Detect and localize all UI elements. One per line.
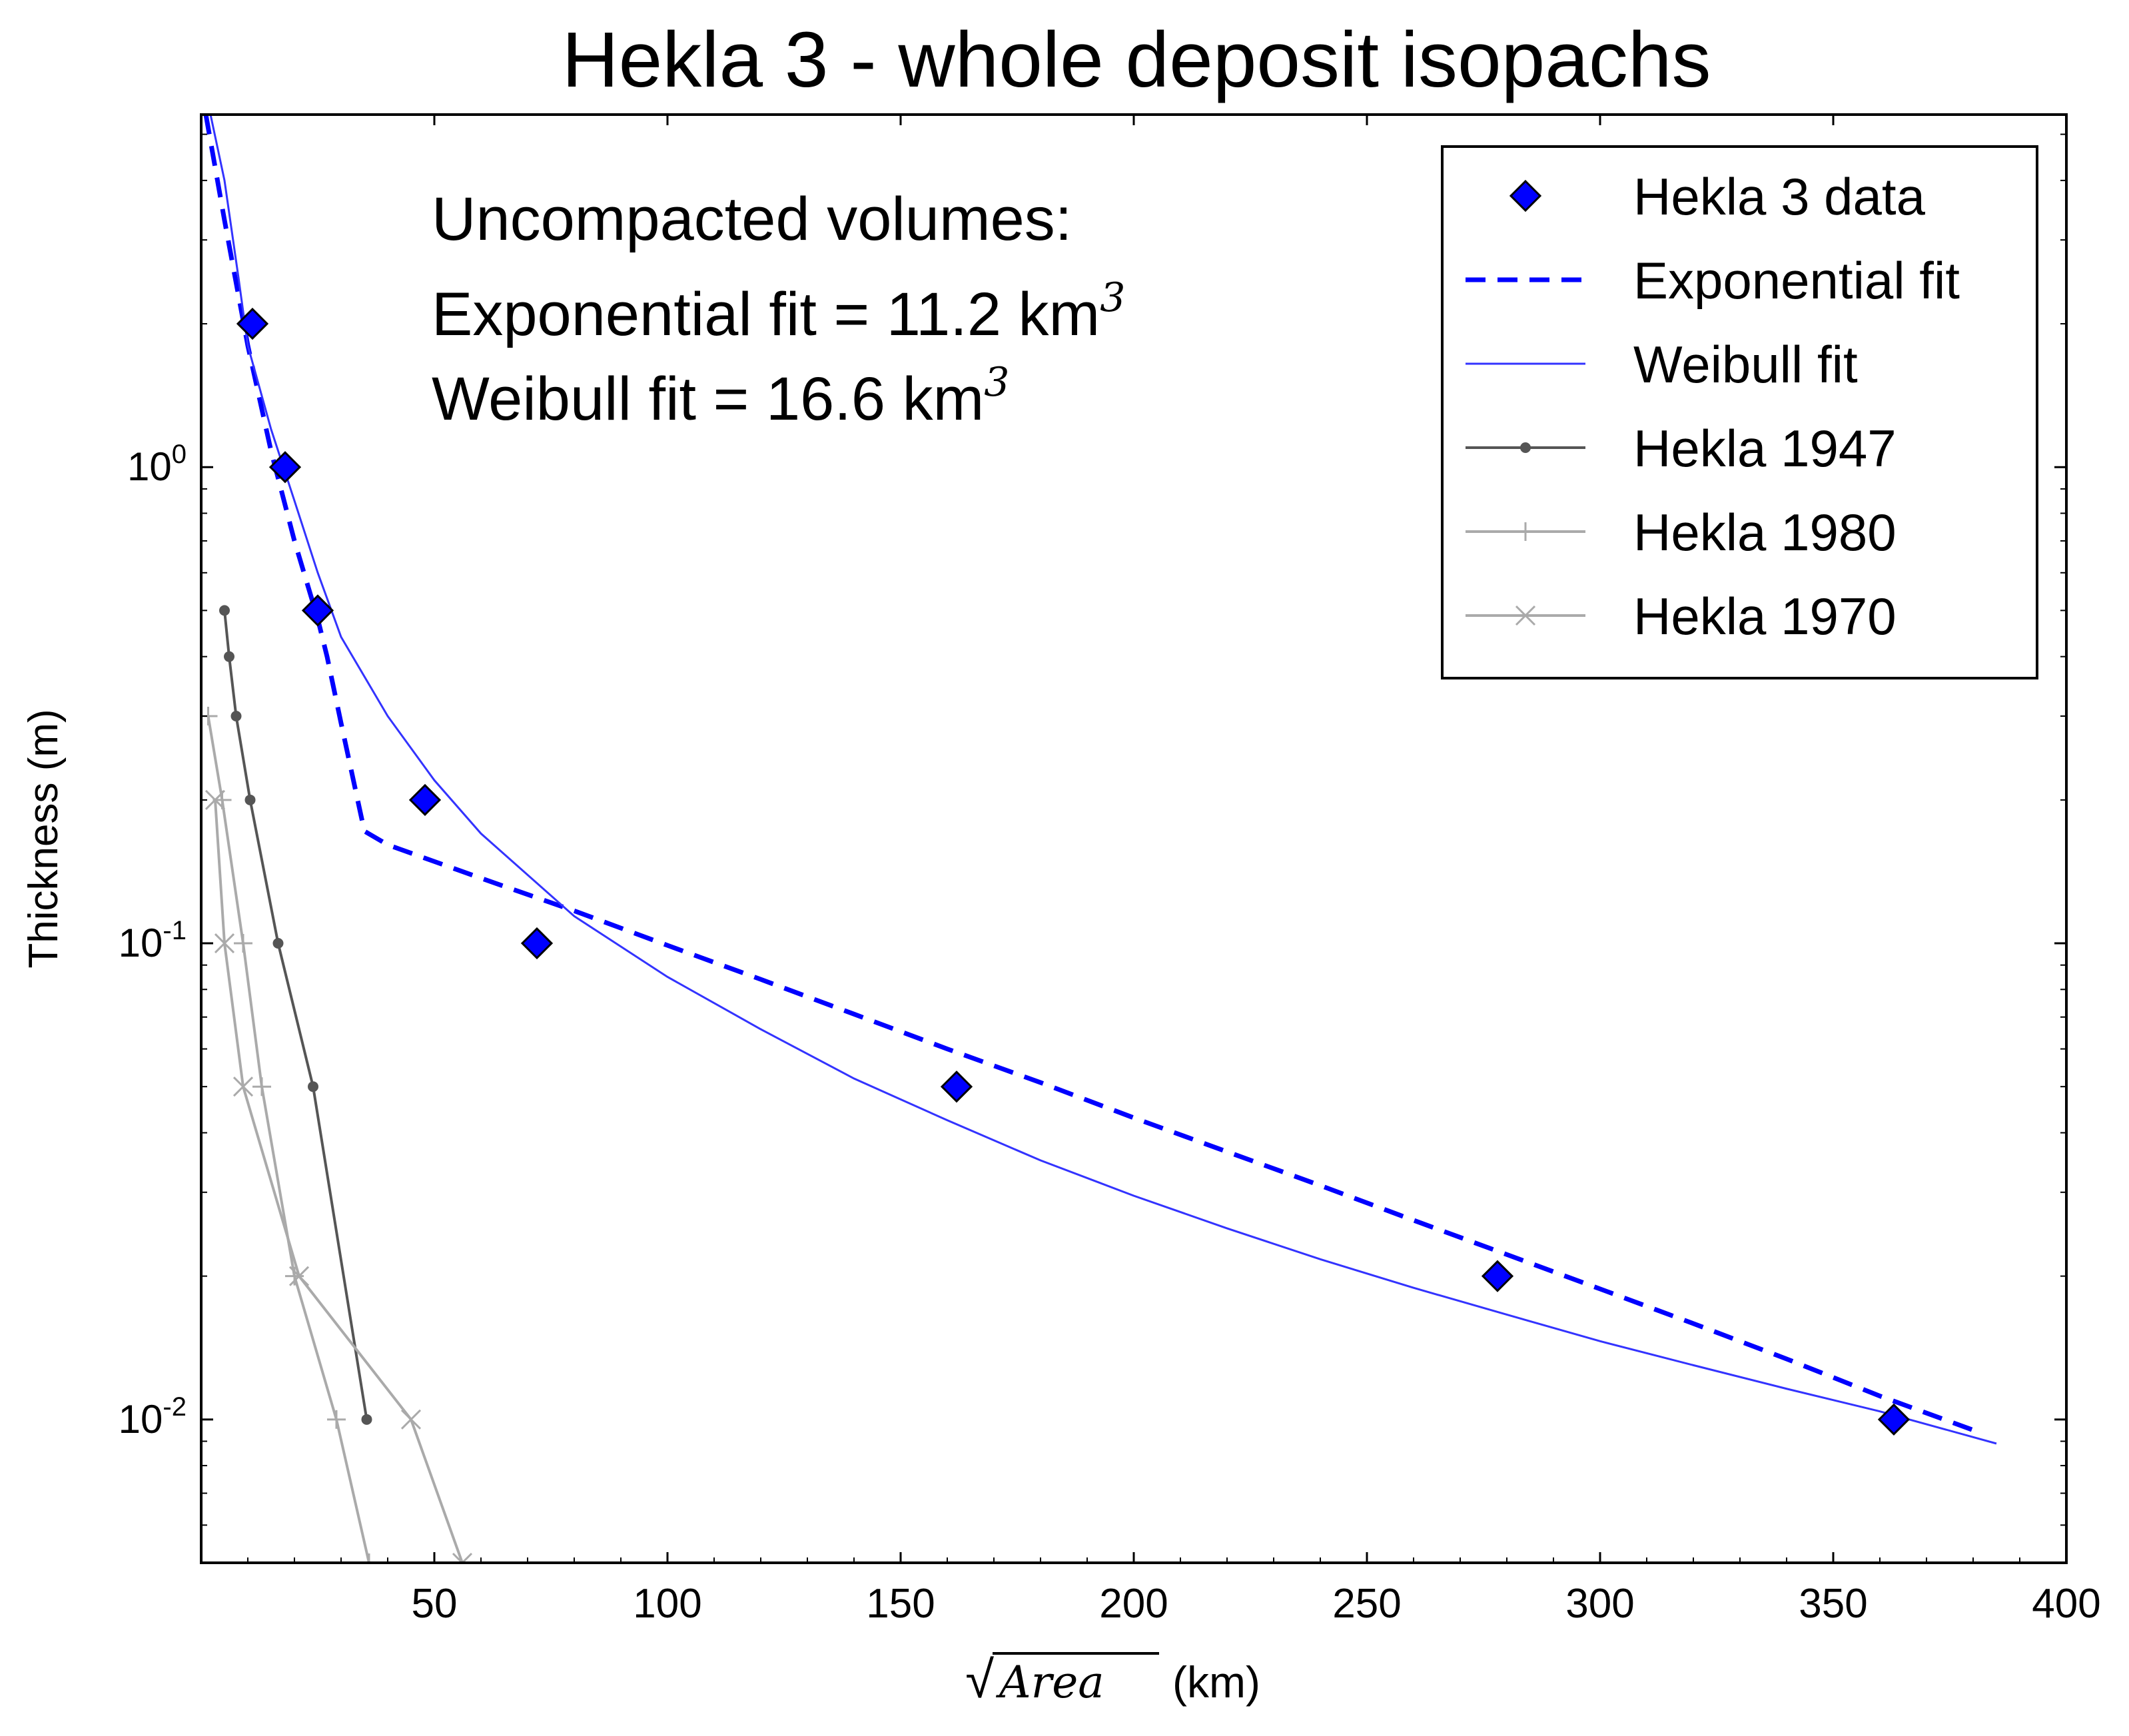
- series-hekla-3-data-point-1: [268, 451, 302, 484]
- legend-marker-hekla-1980: [1516, 522, 1535, 541]
- series-hekla-1970-point-1-b: [214, 933, 235, 954]
- series-hekla-1970-point-2-b: [232, 1077, 254, 1097]
- series-hekla-1947-point-2: [230, 710, 242, 721]
- legend-marker-hekla-1970: [1515, 605, 1536, 626]
- series-hekla-1970-point-0: [205, 789, 226, 810]
- series-hekla-1947-point-0: [219, 605, 230, 616]
- legend-label-hekla-1970: Hekla 1970: [1633, 587, 1897, 646]
- legend: Hekla 3 data Exponential fit Weibull fit He…: [1441, 145, 2038, 679]
- series-weibull-fit-line: [209, 115, 1997, 1445]
- legend-item-hekla-3-data: Hekla 3 data: [1509, 167, 1926, 226]
- series-hekla-1970-point-4-b: [400, 1409, 422, 1430]
- series-hekla-1970-line: [214, 799, 464, 1563]
- series-hekla-1970-point-4: [400, 1409, 422, 1430]
- series-layer: [201, 115, 1997, 1563]
- y-tick-label--1: 10-1: [119, 916, 187, 965]
- legend-item-weibull-fit: Weibull fit: [1466, 335, 1858, 394]
- series-hekla-3-data-point-4: [520, 927, 554, 960]
- series-hekla-1970-point-3-b: [288, 1266, 310, 1286]
- series-hekla-1970-point-5: [452, 1552, 473, 1563]
- annotation-line-2: Exponential fit = 11.2 km3: [432, 274, 1125, 348]
- legend-item-exponential-fit: Exponential fit: [1466, 251, 1960, 310]
- series-hekla-3-data-point-2: [301, 594, 334, 627]
- legend-swatch-hekla-3-data: [1509, 179, 1542, 213]
- chart-title: Hekla 3 - whole deposit isopachs: [562, 16, 1711, 104]
- series-hekla-1970-point-2: [232, 1077, 254, 1097]
- series-hekla-1980-point-5: [327, 1410, 346, 1429]
- x-axis-var: Area: [995, 1657, 1104, 1708]
- legend-item-hekla-1947: Hekla 1947: [1466, 419, 1897, 478]
- series-hekla-1947-point-6: [361, 1414, 372, 1425]
- x-tick-label-400: 400: [2032, 1581, 2100, 1627]
- series-hekla-3-data-point-5: [940, 1071, 973, 1103]
- x-axis-unit: (km): [1172, 1657, 1260, 1707]
- series-exponential-fit-line: [203, 115, 1974, 1433]
- series-hekla-1980-point-6: [360, 1553, 378, 1563]
- annotation: Uncompacted volumes: Exponential fit = 1…: [432, 185, 1125, 433]
- y-tick-label--2: 10-2: [119, 1392, 187, 1442]
- annotation-line-3: Weibull fit = 16.6 km3: [432, 359, 1009, 433]
- x-tick-label-50: 50: [412, 1581, 458, 1627]
- legend-box: [1441, 145, 2038, 679]
- series-hekla-1947-point-5: [308, 1081, 318, 1092]
- series-hekla-3-data-point-3: [408, 783, 442, 816]
- series-hekla-1970-point-1: [214, 933, 235, 954]
- x-axis-label: √ Area (km): [965, 1650, 1260, 1709]
- x-tick-label-300: 300: [1565, 1581, 1634, 1627]
- legend-label-hekla-1980: Hekla 1980: [1633, 503, 1897, 562]
- legend-label-hekla-3-data: Hekla 3 data: [1633, 167, 1926, 226]
- series-hekla-1980-point-2: [234, 934, 252, 953]
- series-hekla-1970-point-3: [288, 1266, 310, 1286]
- x-tick-label-100: 100: [633, 1581, 701, 1627]
- x-tick-label-200: 200: [1099, 1581, 1168, 1627]
- x-axis-radical: √: [965, 1650, 994, 1709]
- legend-label-weibull-fit: Weibull fit: [1633, 335, 1858, 394]
- legend-label-exponential-fit: Exponential fit: [1633, 251, 1960, 310]
- series-hekla-3-data-point-6: [1481, 1260, 1514, 1292]
- series-hekla-1980-point-3: [252, 1077, 271, 1096]
- series-hekla-1980-point-4: [285, 1266, 304, 1286]
- legend-marker-hekla-1947: [1520, 442, 1531, 453]
- y-axis-label: Thickness (m): [21, 709, 67, 968]
- series-hekla-1947-point-1: [224, 651, 234, 662]
- x-tick-label-150: 150: [866, 1581, 935, 1627]
- legend-item-hekla-1980: Hekla 1980: [1466, 503, 1897, 562]
- series-hekla-1970-point-5-a: [452, 1552, 464, 1563]
- legend-item-hekla-1970: Hekla 1970: [1466, 587, 1897, 646]
- annotation-line-1: Uncompacted volumes:: [432, 185, 1072, 253]
- series-hekla-1970-point-0-b: [205, 789, 226, 810]
- series-hekla-3-data-point-7: [1877, 1403, 1911, 1436]
- series-hekla-1970-point-5-b: [460, 1552, 473, 1563]
- x-tick-label-350: 350: [1799, 1581, 1867, 1627]
- series-hekla-1947-point-3: [244, 794, 256, 805]
- legend-label-hekla-1947: Hekla 1947: [1633, 419, 1897, 478]
- x-tick-label-250: 250: [1332, 1581, 1401, 1627]
- series-hekla-3-data-point-0: [236, 307, 269, 340]
- legend-marker-hekla-1970-b: [1515, 605, 1536, 626]
- y-tick-label-0: 100: [127, 440, 187, 489]
- legend-entries: Hekla 3 data Exponential fit Weibull fit He…: [1466, 167, 1960, 646]
- tick-layer: 50 100 150 200 250 300 350 400 100 10-1 10-2: [119, 115, 2101, 1627]
- series-hekla-1947-point-4: [272, 938, 284, 949]
